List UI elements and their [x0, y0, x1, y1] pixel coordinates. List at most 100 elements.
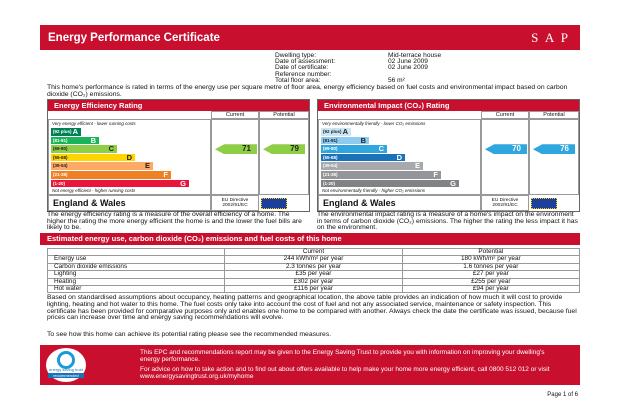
band-range: (92 plus): [53, 129, 72, 134]
estimates-table: Current Potential Energy use 244 kWh/m² per…: [46, 247, 581, 294]
detail-value: Mid-terrace house: [388, 52, 442, 59]
band-letter: B: [360, 135, 366, 145]
band: (69-80) C: [51, 145, 117, 153]
detail-value: 56 m²: [388, 76, 405, 84]
band-letter: E: [144, 161, 150, 171]
band-range: (92 plus): [323, 129, 342, 134]
eu-flag: [261, 198, 287, 209]
note: To see how this home can achieve its pot…: [47, 331, 332, 338]
footer-box: energy saving trust recommended This EPC…: [40, 345, 580, 385]
header-bar: Energy Performance Certificate S A P: [40, 25, 580, 50]
band-range: (1-20): [53, 180, 66, 186]
band-letter: C: [108, 144, 114, 154]
detail-label: Dwelling type:: [275, 52, 317, 59]
panel-title: Environmental Impact (CO₂) Rating: [318, 100, 579, 111]
value-cell: 180 kWh/m² per year: [401, 255, 581, 264]
band: (92 plus) A: [51, 128, 81, 136]
band: (81-91) B: [51, 135, 99, 145]
band-letter: F: [433, 170, 438, 179]
top-note: Very energy efficient - lower running co…: [52, 121, 136, 126]
detail-row: Dwelling type: Mid-terrace house: [275, 52, 575, 59]
band-area: Very energy efficient - lower running co…: [48, 119, 211, 195]
band-letter: A: [72, 127, 78, 136]
column-header: Current: [481, 111, 529, 119]
rating-column: 76: [529, 119, 579, 195]
rating-column: 79: [259, 119, 309, 195]
column-header: Current: [211, 111, 259, 119]
band-letter: D: [126, 152, 132, 162]
intro: This home's performance is rated in term…: [47, 84, 568, 98]
band-letter: A: [342, 127, 348, 136]
band-letter: G: [180, 178, 186, 188]
detail-row: Total floor area: 56 m²: [275, 76, 575, 84]
footer-text: This EPC and recommendations report may …: [140, 349, 545, 363]
value-cell: 1.6 tonnes per year: [401, 262, 581, 272]
detail-label: Date of assessment:: [275, 58, 336, 66]
logo-icon: [57, 351, 75, 369]
logo-badge: energy saving trust recommended: [46, 348, 86, 382]
footer-text: For advice on how to take action and to …: [140, 366, 550, 380]
band-letter: C: [378, 144, 384, 154]
band-range: (39-54): [53, 163, 68, 169]
rating-panel: Environmental Impact (CO₂) Rating Current…: [317, 99, 580, 212]
rating-arrow: 79: [263, 144, 305, 155]
band: (21-38) F: [321, 171, 441, 179]
detail-row: Date of certificate: 02 June 2009: [275, 64, 575, 72]
band-range: (69-80): [53, 146, 68, 152]
band-letter: B: [90, 135, 96, 145]
section-bar: Estimated energy use, carbon dioxide (CO…: [40, 233, 580, 245]
band-range: (81-91): [323, 137, 338, 143]
detail-row: Date of assessment: 02 June 2009: [275, 58, 575, 66]
detail-value: 02 June 2009: [388, 58, 428, 66]
band: (39-54) E: [51, 162, 153, 170]
directive: EU Directive 2002/91/EC: [211, 195, 259, 211]
logo: S A P: [531, 30, 570, 45]
row-label: Energy use: [46, 255, 226, 264]
rating-column: 71: [211, 119, 259, 195]
band-letter: G: [450, 178, 456, 188]
value-cell: £116 per year: [224, 285, 403, 294]
rating-arrow: 76: [533, 144, 575, 155]
column-header: Potential: [259, 111, 309, 119]
row-label: Hot water: [46, 285, 226, 294]
table-row: Heating £302 per year £255 per year: [46, 277, 581, 287]
logo-text: recommended: [48, 373, 84, 378]
detail-row: Reference number:: [275, 71, 575, 78]
band: (92 plus) A: [321, 128, 351, 136]
top-note: Very environmentally friendly - lower CO…: [322, 121, 426, 126]
table-row: Lighting £35 per year £27 per year: [46, 270, 581, 279]
column-header: Potential: [529, 111, 579, 119]
page-number: Page 1 of 6: [547, 392, 578, 398]
rating-panel: Energy Efficiency Rating Current Potential…: [47, 99, 310, 212]
panel-caption: The environmental impact rating is a mea…: [317, 211, 578, 232]
eu-flag: [531, 198, 557, 209]
value-cell: £27 per year: [401, 270, 581, 279]
band-range: (69-80): [323, 146, 338, 152]
table-row: Carbon dioxide emissions 2.3 tonnes per y…: [46, 262, 581, 272]
band: (55-68) D: [51, 154, 135, 162]
band-letter: F: [163, 170, 168, 179]
value-cell: £255 per year: [401, 277, 581, 287]
band: (55-68) D: [321, 154, 405, 162]
panel-caption: The energy efficiency rating is a measur…: [47, 211, 302, 232]
band-range: (55-68): [323, 154, 338, 160]
detail-label: Total floor area:: [275, 76, 321, 84]
row-label: Lighting: [46, 270, 226, 279]
title: Energy Performance Certificate: [48, 32, 220, 44]
band: (81-91) B: [321, 135, 369, 145]
panel-title: Energy Efficiency Rating: [48, 100, 309, 111]
note: Based on standardised assumptions about …: [47, 294, 577, 322]
band-range: (55-68): [53, 154, 68, 160]
region: England & Wales: [48, 195, 211, 211]
band-area: Very environmentally friendly - lower CO…: [318, 119, 481, 195]
rating-arrow: 70: [485, 144, 527, 155]
region: England & Wales: [318, 195, 481, 211]
table-row: Hot water £116 per year £94 per year: [46, 285, 581, 294]
band: (1-20) G: [51, 178, 189, 188]
bottom-note: Not environmentally friendly - higher CO…: [322, 188, 426, 193]
detail-label: Date of certificate:: [275, 64, 329, 72]
band-letter: D: [396, 152, 402, 162]
rating-arrow: 71: [215, 144, 257, 155]
value-cell: £94 per year: [401, 285, 581, 294]
